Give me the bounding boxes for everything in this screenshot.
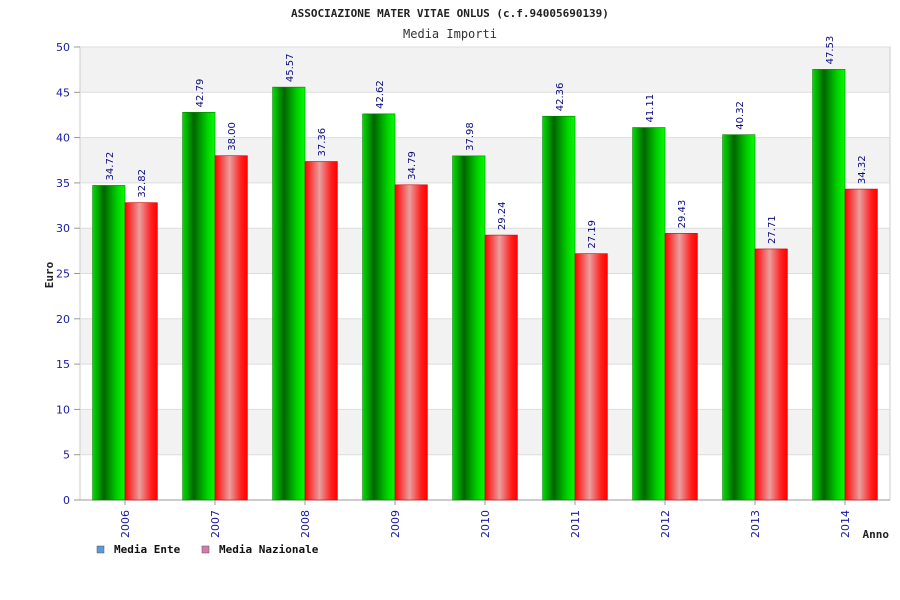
x-tick-label: 2008	[299, 510, 312, 538]
data-label: 42.36	[555, 83, 566, 112]
bars	[92, 69, 878, 501]
bar	[542, 115, 576, 501]
data-label: 34.72	[105, 152, 116, 181]
data-label: 40.32	[735, 101, 746, 130]
x-tick-label: 2013	[749, 510, 762, 538]
data-label: 45.57	[285, 53, 296, 82]
data-label: 29.43	[677, 200, 688, 229]
x-tick-label: 2012	[659, 510, 672, 538]
y-tick-label: 35	[56, 177, 70, 190]
y-tick-label: 5	[63, 449, 70, 462]
bar	[394, 184, 428, 501]
bar	[214, 155, 248, 501]
data-label: 27.71	[767, 215, 778, 244]
y-tick-label: 25	[56, 268, 70, 281]
data-label: 34.79	[407, 151, 418, 180]
data-label: 27.19	[587, 220, 598, 249]
x-axis-title: Anno	[863, 528, 890, 541]
bar	[844, 188, 878, 501]
x-axis-ticks: 2006 2007 2008 2009 2010 2011 2012 2013 2014	[119, 500, 852, 538]
legend-label: Media Ente	[114, 543, 181, 556]
bar	[664, 233, 698, 501]
bar	[812, 69, 846, 501]
bar	[182, 112, 216, 501]
x-tick-label: 2010	[479, 510, 492, 538]
data-label: 37.36	[317, 128, 328, 157]
data-label: 37.98	[465, 122, 476, 151]
y-axis-ticks: 0 5 10 15 20 25 30 35 40 45 50	[56, 41, 70, 507]
bar	[272, 86, 306, 501]
bar	[484, 234, 518, 501]
data-label: 32.82	[137, 169, 148, 198]
bar	[452, 155, 486, 501]
x-tick-label: 2006	[119, 510, 132, 538]
bar	[574, 253, 608, 501]
x-tick-label: 2014	[839, 510, 852, 538]
y-tick-label: 30	[56, 222, 70, 235]
data-label: 29.24	[497, 201, 508, 230]
y-tick-label: 40	[56, 132, 70, 145]
y-tick-label: 20	[56, 313, 70, 326]
x-tick-label: 2011	[569, 510, 582, 538]
legend-swatch	[201, 545, 210, 554]
data-label: 47.53	[825, 36, 836, 65]
x-tick-label: 2007	[209, 510, 222, 538]
data-label: 38.00	[227, 122, 238, 151]
bar	[632, 127, 666, 501]
chart-title: ASSOCIAZIONE MATER VITAE ONLUS (c.f.9400…	[291, 7, 609, 20]
bar	[304, 161, 338, 501]
y-tick-label: 15	[56, 358, 70, 371]
y-axis-title: Euro	[43, 261, 56, 288]
x-tick-label: 2009	[389, 510, 402, 538]
y-tick-label: 45	[56, 86, 70, 99]
legend-swatch	[96, 545, 105, 554]
bar	[722, 134, 756, 501]
legend: Media Ente Media Nazionale	[96, 543, 319, 556]
y-tick-label: 50	[56, 41, 70, 54]
data-labels: 34.72 32.82 42.79 38.00 45.57 37.36 42.62 34.79…	[105, 36, 868, 249]
data-label: 42.62	[375, 80, 386, 109]
bar	[124, 202, 158, 501]
bar	[362, 113, 396, 501]
y-tick-label: 10	[56, 403, 70, 416]
chart-subtitle: Media Importi	[403, 27, 497, 41]
data-label: 42.79	[195, 79, 206, 108]
plot-band	[80, 47, 890, 93]
legend-label: Media Nazionale	[219, 543, 319, 556]
bar	[754, 248, 788, 501]
y-tick-label: 0	[63, 494, 70, 507]
bar	[92, 185, 126, 501]
data-label: 41.11	[645, 94, 656, 123]
data-label: 34.32	[857, 155, 868, 184]
